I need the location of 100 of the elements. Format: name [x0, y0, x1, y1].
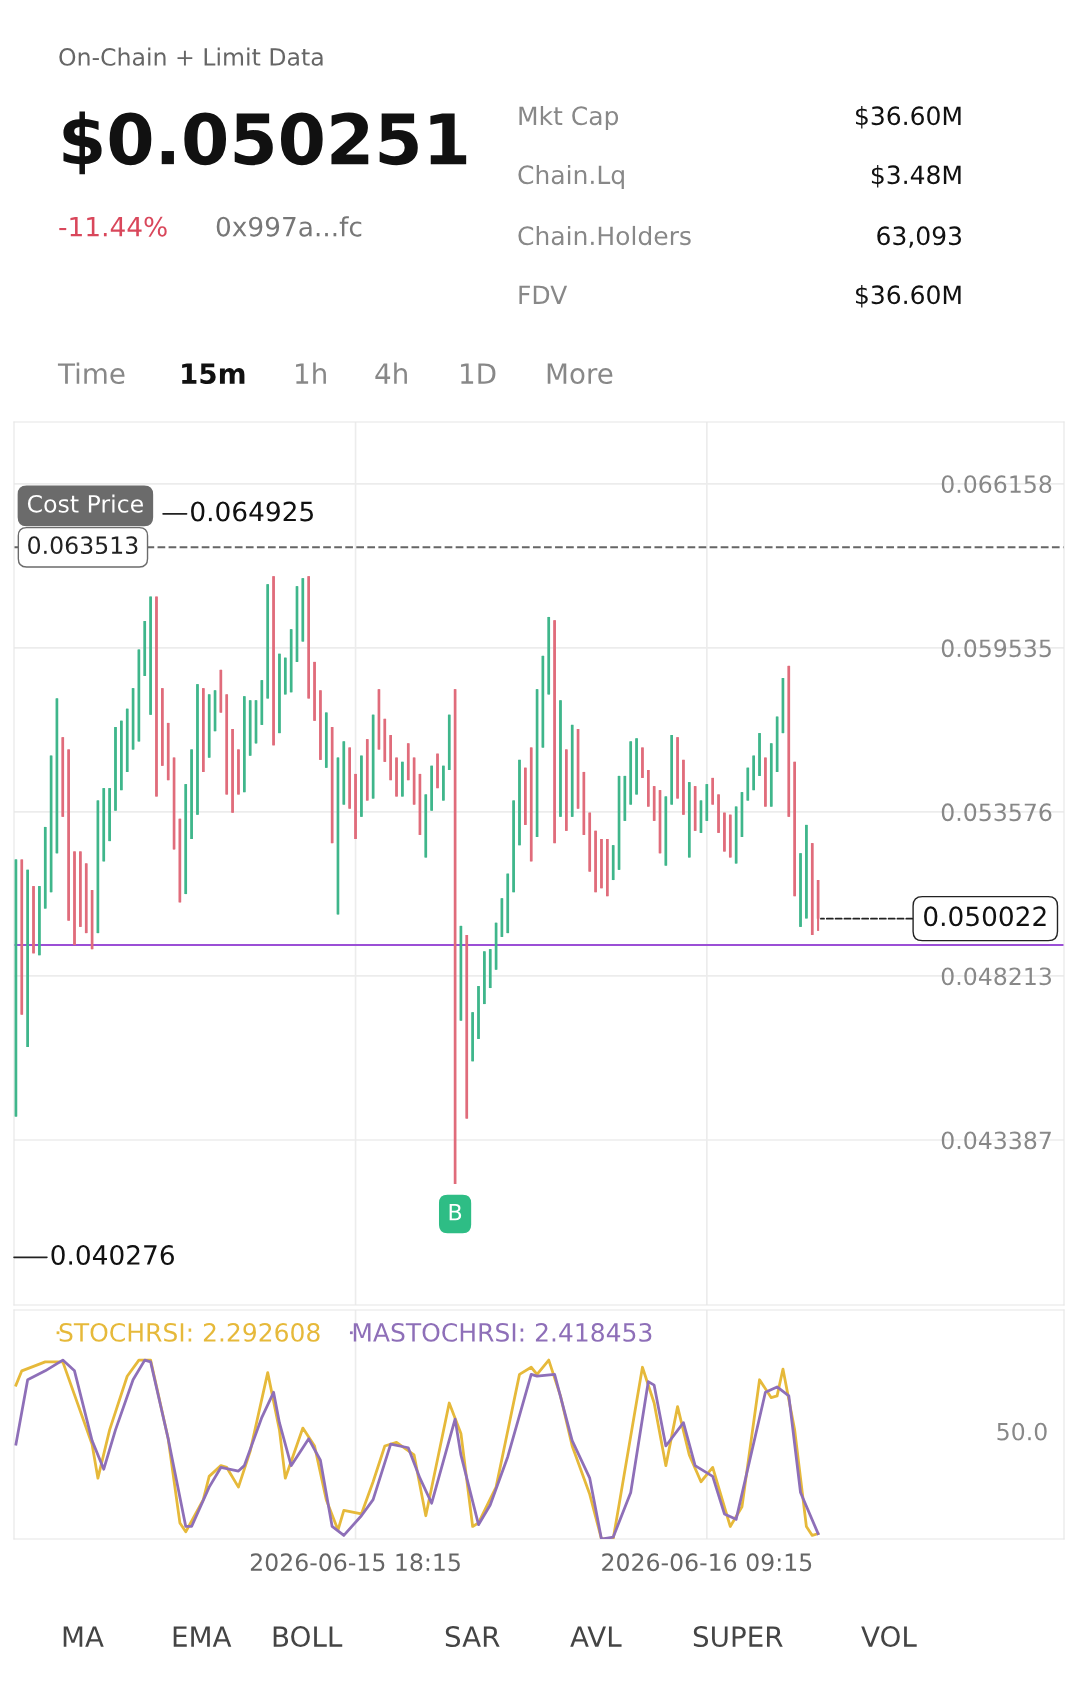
candlestick: [201, 687, 205, 773]
candlestick: [401, 760, 404, 798]
candlestick: [764, 756, 767, 808]
candlestick: [699, 799, 703, 834]
candlestick: [524, 766, 527, 826]
candlestick: [723, 811, 726, 853]
text: EMA: [173, 1626, 232, 1647]
text: Mkt Cap: [519, 105, 619, 131]
candlestick: [313, 660, 316, 722]
candlestick: [646, 768, 650, 808]
annotation: 50.0: [997, 1422, 1047, 1441]
candlestick: [307, 575, 311, 700]
text: $36.60M: [856, 284, 961, 308]
candlestick: [278, 652, 281, 735]
candlestick: [471, 1011, 474, 1063]
text: On-Chain + Limit Data: [59, 47, 323, 66]
candlestick: [676, 736, 679, 800]
candlestick: [254, 699, 258, 745]
candlestick: [436, 752, 439, 790]
text: 0x997a...fc: [216, 216, 362, 237]
candlestick: [805, 823, 808, 920]
text: MA: [63, 1626, 104, 1647]
annotation: 0.040276: [51, 1245, 174, 1265]
candlestick: [231, 727, 234, 814]
candlestick: [360, 754, 363, 818]
candlestick: [26, 868, 29, 1049]
candlestick: [336, 756, 340, 916]
candlestick: [559, 699, 562, 818]
x-tick-label: 2026-06-16 09:15: [602, 1553, 812, 1572]
candlestick: [389, 734, 392, 782]
candlestick: [758, 732, 761, 777]
text: Chain.Lq: [518, 164, 624, 190]
candlestick: [477, 985, 480, 1040]
candlestick: [641, 746, 644, 779]
candlestick: [319, 689, 322, 761]
candlestick: [354, 772, 357, 841]
text: VOL: [861, 1626, 917, 1648]
ref-line-label: 0.063513: [28, 536, 138, 555]
text: More: [547, 363, 613, 385]
candlestick: [196, 683, 199, 816]
text: SAR: [445, 1626, 500, 1648]
annotation: Cost Price: [27, 494, 143, 513]
candlestick: [594, 829, 597, 894]
legend-label: MASTOCHRSI: 2.418453: [353, 1322, 652, 1342]
text: 4h: [375, 362, 407, 384]
candlestick: [67, 748, 70, 922]
text: $36.60M: [856, 105, 961, 129]
annotation: B: [449, 1204, 462, 1221]
text: 1D: [461, 363, 496, 384]
text: $0.050251: [63, 111, 467, 175]
candlestick: [149, 595, 152, 716]
candlestick: [553, 619, 556, 845]
candlestick: [518, 758, 521, 847]
text: Chain.Holders: [518, 225, 691, 246]
candlestick: [605, 837, 609, 898]
text: $3.48M: [871, 164, 961, 188]
y-tick-label: 0.059535: [941, 639, 1051, 658]
candlestick: [161, 687, 164, 767]
candlestick: [717, 793, 720, 834]
text: Time: [57, 362, 125, 385]
candlestick: [635, 737, 638, 796]
text: FDV: [519, 285, 568, 304]
x-tick-label: 2026-06-15 18:15: [250, 1553, 460, 1572]
candlestick: [237, 748, 240, 796]
candlestick: [114, 726, 117, 812]
annotation: 0.064925: [191, 501, 313, 522]
candlestick: [442, 764, 445, 802]
annotation: 0.050022: [924, 906, 1046, 927]
y-tick-label: 0.048213: [941, 967, 1051, 986]
candlestick: [711, 776, 715, 806]
text: AVL: [570, 1626, 622, 1647]
text: 63,093: [877, 226, 961, 248]
candlestick: [38, 885, 41, 957]
y-tick-label: 0.053576: [941, 803, 1052, 822]
candlestick: [120, 719, 123, 792]
candlestick: [348, 746, 352, 810]
y-tick-label: 0.066158: [941, 475, 1052, 494]
text: BOLL: [273, 1626, 343, 1648]
candlestick: [483, 950, 486, 1006]
candlestick: [108, 787, 111, 843]
candlestick: [395, 756, 398, 798]
text: SUPER: [693, 1626, 783, 1648]
candlestick: [32, 885, 35, 955]
candlestick: [600, 837, 603, 890]
candlestick: [190, 748, 193, 841]
y-tick-label: 0.043387: [941, 1131, 1051, 1150]
candlestick: [793, 760, 796, 898]
text: 1h: [296, 362, 326, 384]
candlestick: [682, 758, 685, 816]
candlestick: [295, 585, 299, 663]
candlestick: [512, 799, 515, 894]
candlestick: [799, 852, 802, 928]
candlestick: [272, 575, 275, 747]
legend-label: STOCHRSI: 2.292608: [59, 1322, 320, 1342]
candlestick: [242, 695, 246, 794]
candlestick: [752, 754, 755, 792]
candlestick: [565, 748, 568, 832]
text: -11.44%: [59, 216, 167, 237]
candlestick: [79, 850, 82, 928]
candlestick: [155, 595, 158, 798]
